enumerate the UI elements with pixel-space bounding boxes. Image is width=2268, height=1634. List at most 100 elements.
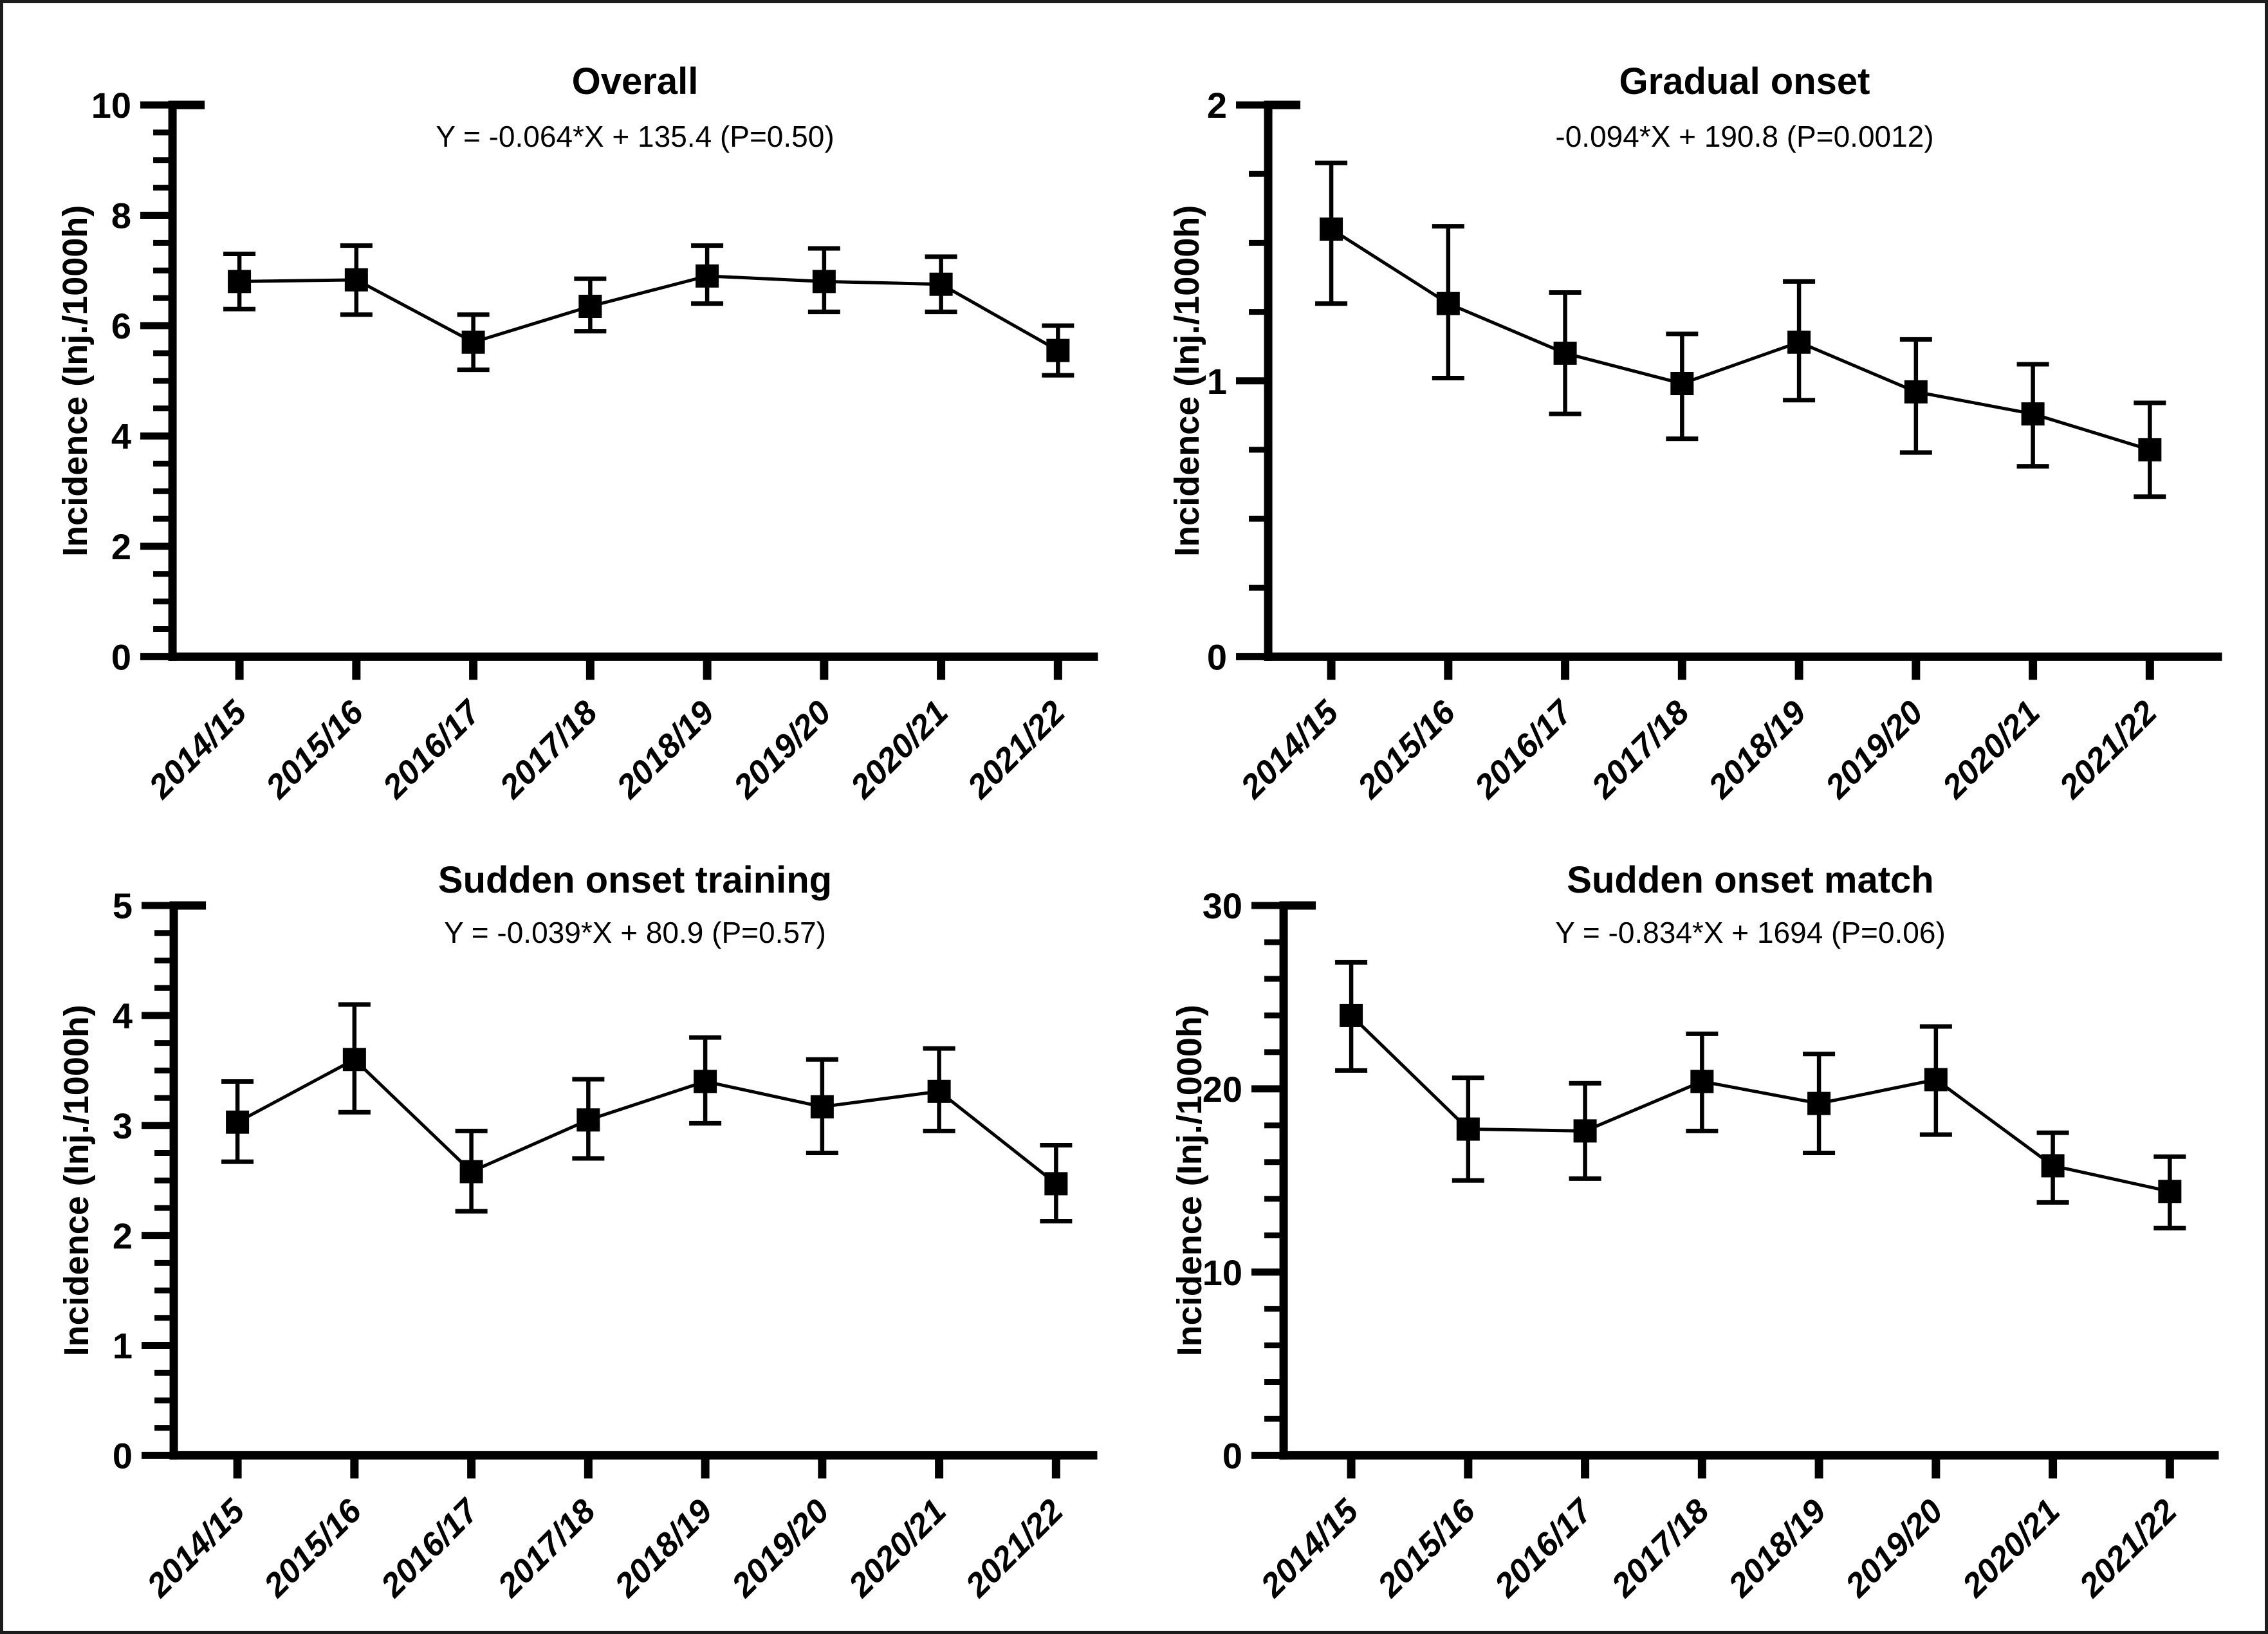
data-point-marker [459, 1160, 483, 1184]
x-tick-label: 2018/19 [607, 1492, 720, 1604]
panel-equation: -0.094*X + 190.8 (P=0.0012) [1555, 120, 1934, 153]
axes [1235, 100, 2222, 680]
x-tick-label: 2020/21 [841, 1492, 954, 1604]
x-tick-label: 2019/20 [724, 1492, 837, 1604]
x-tick-label: 2016/17 [375, 692, 488, 806]
x-tick-label: 2016/17 [373, 1491, 486, 1604]
x-tick-label: 2021/22 [960, 694, 1073, 806]
data-point-marker [1904, 380, 1928, 404]
data-point-marker [1924, 1068, 1948, 1091]
error-bars [223, 243, 1074, 378]
data-point-marker [344, 268, 368, 292]
data-point-marker [812, 270, 836, 293]
y-axis-title: Incidence (Inj./1000h) [1170, 1005, 1209, 1356]
panel-title: Overall [571, 60, 699, 102]
data-point-marker [927, 1079, 951, 1103]
data-point-marker [2021, 402, 2045, 426]
data-point-marker [228, 270, 252, 293]
data-series-line [239, 274, 1059, 352]
data-point-marker [1339, 1003, 1363, 1027]
y-tick-label: 2 [1206, 85, 1226, 125]
y-tick-label: 0 [1206, 637, 1226, 678]
y-tick-label: 10 [1202, 1252, 1242, 1292]
panel-equation: Y = -0.064*X + 135.4 (P=0.50) [436, 120, 834, 153]
chart-sudden-onset-training: 0 1 2 3 4 5 2014/15 2015/16 2016/17 2017/18 2018/1… [57, 886, 1098, 1604]
x-tick-label: 2021/22 [2072, 1492, 2184, 1604]
panel-title: Sudden onset match [1567, 859, 1934, 901]
data-point-marker [1787, 330, 1811, 354]
x-tick-label: 2018/19 [1701, 694, 1813, 806]
data-point-marker [1456, 1117, 1480, 1140]
x-tick-label: 2020/21 [1955, 1492, 2067, 1604]
data-point-marker [1436, 292, 1460, 315]
panel-sudden-onset-training: Sudden onset training Y = -0.039*X + 80.… [3, 817, 1134, 1631]
y-tick-label: 30 [1202, 886, 1242, 926]
axes [142, 901, 1098, 1478]
data-point-marker [342, 1047, 366, 1071]
y-tick-label: 5 [113, 886, 133, 926]
x-tick-label: 2017/18 [492, 694, 605, 806]
data-series-line [236, 1057, 1057, 1185]
y-tick-label: 3 [113, 1105, 133, 1146]
data-point-marker [461, 330, 485, 354]
data-point-marker [226, 1110, 250, 1134]
error-bars [1314, 160, 2166, 499]
x-tick-label: 2016/17 [1487, 1491, 1600, 1604]
data-point-marker [1553, 341, 1577, 365]
y-tick-label: 2 [113, 1215, 133, 1256]
x-tick-label: 2017/18 [1604, 1492, 1717, 1604]
x-tick-label: 2017/18 [490, 1492, 603, 1604]
y-tick-label: 6 [111, 306, 131, 346]
axes [1251, 901, 2218, 1478]
data-series-line [1330, 227, 2150, 452]
x-tick-label: 2015/16 [257, 1492, 369, 1604]
x-tick-label: 2019/20 [726, 694, 839, 806]
y-axis-title: Incidence (Inj./1000h) [1168, 205, 1206, 557]
panel-gradual-onset: Gradual onset -0.094*X + 190.8 (P=0.0012… [1134, 3, 2265, 817]
x-tick-label: 2016/17 [1467, 692, 1580, 806]
x-tick-label: 2019/20 [1838, 1492, 1950, 1604]
y-tick-label: 0 [113, 1435, 133, 1476]
panel-equation: Y = -0.039*X + 80.9 (P=0.57) [444, 915, 826, 949]
panel-title: Gradual onset [1619, 60, 1870, 102]
y-tick-label: 1 [1206, 361, 1226, 402]
y-tick-label: 8 [111, 196, 131, 236]
data-point-marker [1046, 339, 1070, 362]
x-tick-label: 2015/16 [1350, 693, 1462, 806]
x-tick-label: 2021/22 [958, 1492, 1071, 1604]
x-tick-label: 2014/15 [1253, 1492, 1365, 1604]
x-tick-label: 2019/20 [1818, 694, 1930, 806]
data-series-markers [228, 264, 1070, 362]
x-tick-label: 2020/21 [843, 694, 955, 806]
data-point-marker [578, 294, 602, 318]
y-tick-label: 10 [91, 85, 131, 125]
y-tick-label: 0 [1222, 1435, 1242, 1476]
data-point-marker [1573, 1119, 1597, 1142]
data-point-marker [2137, 438, 2161, 461]
data-point-marker [929, 272, 953, 296]
y-tick-label: 0 [111, 637, 131, 678]
chart-sudden-onset-match: 0 10 20 30 2014/15 2015/16 2016/17 2017/18 2018/… [1170, 886, 2218, 1604]
data-point-marker [2157, 1179, 2181, 1203]
y-axis-title: Incidence (Inj./1000h) [56, 205, 95, 557]
x-tick-label: 2018/19 [609, 694, 722, 806]
data-point-marker [1690, 1069, 1713, 1093]
x-tick-label: 2014/15 [142, 693, 254, 806]
x-tick-label: 2017/18 [1584, 694, 1697, 806]
chart-overall: 0 2 4 6 8 10 2014/15 2015/16 2016/17 2017/18 2018/… [56, 85, 1098, 806]
y-tick-label: 20 [1202, 1068, 1242, 1109]
y-tick-label: 4 [111, 416, 131, 457]
data-point-marker [696, 264, 719, 288]
data-series-markers [1339, 1003, 2181, 1203]
data-point-marker [576, 1108, 600, 1131]
x-tick-label: 2015/16 [1370, 1492, 1482, 1604]
data-point-marker [694, 1069, 717, 1093]
x-tick-label: 2015/16 [259, 693, 371, 806]
axes [140, 100, 1098, 680]
y-tick-label: 2 [111, 526, 131, 567]
panel-sudden-onset-match: Sudden onset match Y = -0.834*X + 1694 (… [1134, 817, 2265, 1631]
data-series-line [1349, 1014, 2170, 1193]
data-point-marker [1044, 1171, 1068, 1195]
y-tick-label: 1 [113, 1325, 133, 1366]
